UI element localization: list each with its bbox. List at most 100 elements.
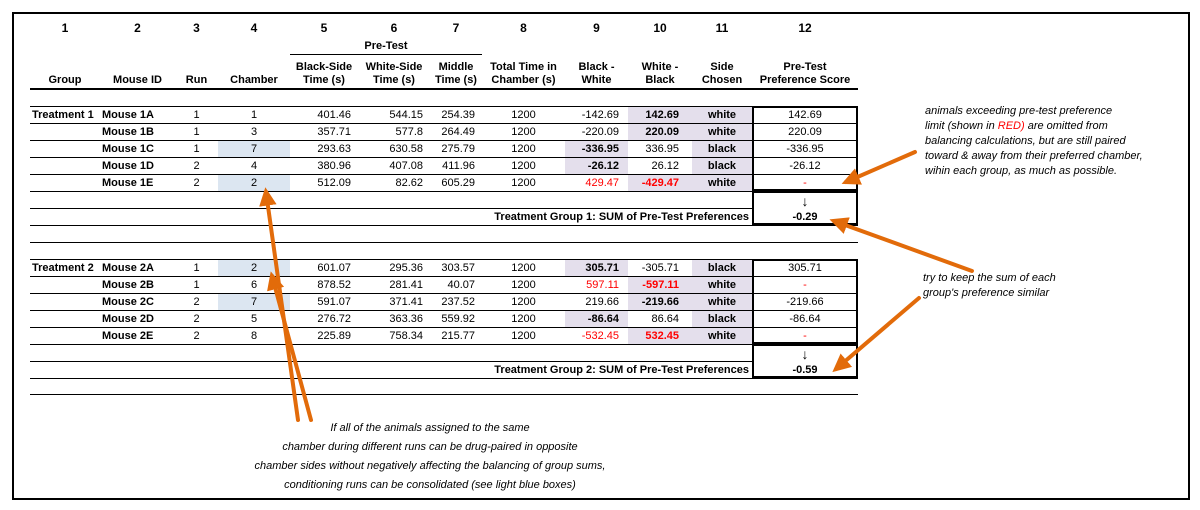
cell-chamber[interactable]: 5 xyxy=(218,311,290,328)
cell-run[interactable]: 2 xyxy=(175,294,218,311)
cell-white-side-time[interactable]: 363.36 xyxy=(358,311,430,328)
sum-label[interactable]: Treatment Group 1: SUM of Pre-Test Prefe… xyxy=(30,209,752,226)
cell-white-minus-black[interactable]: -429.47 xyxy=(628,175,692,192)
cell-group[interactable]: Treatment 2 xyxy=(30,260,100,277)
cell-middle-time[interactable]: 605.29 xyxy=(430,175,482,192)
cell-run[interactable]: 1 xyxy=(175,107,218,124)
header-group[interactable]: Group xyxy=(48,74,82,86)
cell-white-minus-black[interactable]: 142.69 xyxy=(628,107,692,124)
cell-mouse-id[interactable]: Mouse 1B xyxy=(100,124,175,141)
cell-side-chosen[interactable]: black xyxy=(692,158,752,175)
cell-mouse-id[interactable]: Mouse 1A xyxy=(100,107,175,124)
header-total-time[interactable]: Total Time in Chamber (s) xyxy=(490,61,557,86)
cell-group[interactable] xyxy=(30,328,100,345)
cell-mouse-id[interactable]: Mouse 1D xyxy=(100,158,175,175)
cell-total-time[interactable]: 1200 xyxy=(482,158,565,175)
cell-middle-time[interactable]: 275.79 xyxy=(430,141,482,158)
cell-run[interactable]: 1 xyxy=(175,141,218,158)
cell-white-side-time[interactable]: 758.34 xyxy=(358,328,430,345)
cell-pretest-score[interactable]: -86.64 xyxy=(752,311,858,328)
cell-black-side-time[interactable]: 878.52 xyxy=(290,277,358,294)
cell-total-time[interactable]: 1200 xyxy=(482,328,565,345)
cell-middle-time[interactable]: 254.39 xyxy=(430,107,482,124)
column-number[interactable]: 9 xyxy=(593,21,600,35)
cell-side-chosen[interactable]: white xyxy=(692,107,752,124)
cell-black-side-time[interactable]: 293.63 xyxy=(290,141,358,158)
cell-total-time[interactable]: 1200 xyxy=(482,260,565,277)
header-white-side-time[interactable]: White-Side Time (s) xyxy=(365,61,423,86)
header-middle-time[interactable]: Middle Time (s) xyxy=(435,61,477,86)
cell-total-time[interactable]: 1200 xyxy=(482,311,565,328)
cell-white-side-time[interactable]: 407.08 xyxy=(358,158,430,175)
cell-group[interactable] xyxy=(30,124,100,141)
cell-white-side-time[interactable]: 630.58 xyxy=(358,141,430,158)
cell-middle-time[interactable]: 411.96 xyxy=(430,158,482,175)
cell-black-side-time[interactable]: 401.46 xyxy=(290,107,358,124)
cell-chamber-highlighted[interactable]: 7 xyxy=(218,294,290,311)
cell-group[interactable]: Treatment 1 xyxy=(30,107,100,124)
cell-black-side-time[interactable]: 357.71 xyxy=(290,124,358,141)
cell-side-chosen[interactable]: black xyxy=(692,141,752,158)
cell-black-minus-white[interactable]: -142.69 xyxy=(565,107,628,124)
cell-run[interactable]: 2 xyxy=(175,311,218,328)
column-number[interactable]: 2 xyxy=(134,21,141,35)
cell-white-side-time[interactable]: 544.15 xyxy=(358,107,430,124)
cell-mouse-id[interactable]: Mouse 2C xyxy=(100,294,175,311)
cell-pretest-score[interactable]: - xyxy=(752,277,858,294)
cell-black-side-time[interactable]: 591.07 xyxy=(290,294,358,311)
cell-pretest-score[interactable]: -26.12 xyxy=(752,158,858,175)
cell-pretest-score[interactable]: -336.95 xyxy=(752,141,858,158)
column-number[interactable]: 5 xyxy=(320,21,328,35)
cell-group[interactable] xyxy=(30,277,100,294)
cell-side-chosen[interactable]: white xyxy=(692,277,752,294)
column-number[interactable]: 4 xyxy=(250,21,258,35)
header-black-side-time[interactable]: Black-Side Time (s) xyxy=(295,61,353,86)
column-number[interactable]: 1 xyxy=(61,21,69,35)
cell-black-side-time[interactable]: 276.72 xyxy=(290,311,358,328)
cell-side-chosen[interactable]: black xyxy=(692,260,752,277)
cell-total-time[interactable]: 1200 xyxy=(482,124,565,141)
cell-black-side-time[interactable]: 225.89 xyxy=(290,328,358,345)
cell-white-minus-black[interactable]: 336.95 xyxy=(628,141,692,158)
cell-white-minus-black[interactable]: -219.66 xyxy=(628,294,692,311)
column-number[interactable]: 3 xyxy=(193,21,200,35)
sum-label[interactable]: Treatment Group 2: SUM of Pre-Test Prefe… xyxy=(30,362,752,379)
cell-mouse-id[interactable]: Mouse 1E xyxy=(100,175,175,192)
cell-run[interactable]: 2 xyxy=(175,328,218,345)
cell-total-time[interactable]: 1200 xyxy=(482,294,565,311)
cell-black-minus-white[interactable]: -532.45 xyxy=(565,328,628,345)
cell-group[interactable] xyxy=(30,141,100,158)
cell-chamber[interactable]: 8 xyxy=(218,328,290,345)
cell-total-time[interactable]: 1200 xyxy=(482,175,565,192)
cell-chamber-highlighted[interactable]: 2 xyxy=(218,260,290,277)
cell-sum-value[interactable]: -0.29 xyxy=(752,209,858,226)
cell-side-chosen[interactable]: white xyxy=(692,124,752,141)
cell-mouse-id[interactable]: Mouse 2D xyxy=(100,311,175,328)
cell-chamber[interactable]: 6 xyxy=(218,277,290,294)
cell-group[interactable] xyxy=(30,311,100,328)
cell-total-time[interactable]: 1200 xyxy=(482,107,565,124)
cell-side-chosen[interactable]: black xyxy=(692,311,752,328)
cell-middle-time[interactable]: 237.52 xyxy=(430,294,482,311)
cell-middle-time[interactable]: 303.57 xyxy=(430,260,482,277)
cell-side-chosen[interactable]: white xyxy=(692,328,752,345)
cell-group[interactable] xyxy=(30,294,100,311)
cell-white-side-time[interactable]: 295.36 xyxy=(358,260,430,277)
cell-pretest-score[interactable]: 305.71 xyxy=(752,260,858,277)
header-chamber[interactable]: Chamber xyxy=(230,74,278,86)
header-pretest-score[interactable]: Pre-Test Preference Score xyxy=(759,61,851,86)
cell-white-side-time[interactable]: 82.62 xyxy=(358,175,430,192)
cell-middle-time[interactable]: 215.77 xyxy=(430,328,482,345)
cell-chamber-highlighted[interactable]: 2 xyxy=(218,175,290,192)
cell-white-minus-black[interactable]: 532.45 xyxy=(628,328,692,345)
column-number[interactable]: 6 xyxy=(390,21,398,35)
cell-mouse-id[interactable]: Mouse 2E xyxy=(100,328,175,345)
cell-run[interactable]: 2 xyxy=(175,175,218,192)
cell-pretest-score[interactable]: -219.66 xyxy=(752,294,858,311)
cell-white-minus-black[interactable]: 220.09 xyxy=(628,124,692,141)
cell-pretest-score[interactable]: 142.69 xyxy=(752,107,858,124)
header-black-minus-white[interactable]: Black - White xyxy=(578,61,615,86)
cell-run[interactable]: 1 xyxy=(175,260,218,277)
column-number[interactable]: 7 xyxy=(452,21,460,35)
cell-side-chosen[interactable]: white xyxy=(692,294,752,311)
